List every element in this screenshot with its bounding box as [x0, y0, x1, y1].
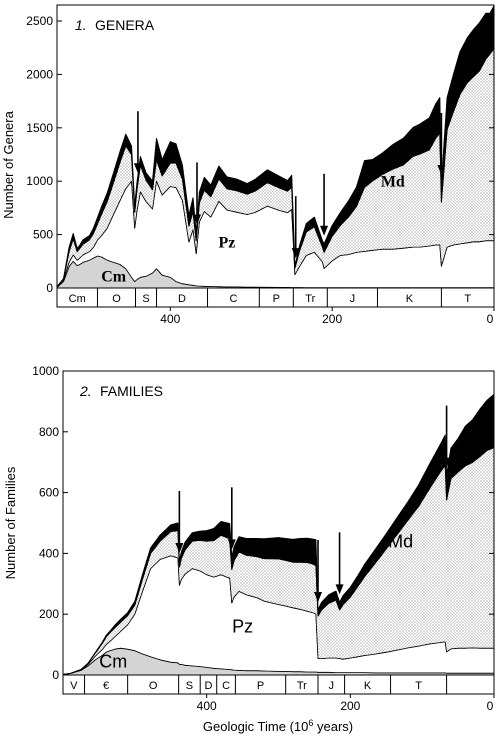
genera-fauna-label-md: Md: [381, 174, 405, 191]
genera-extinction-arrow: [133, 111, 142, 174]
genera-period-label: Cm: [69, 293, 86, 305]
genera-y-tick-label: 2000: [26, 67, 53, 81]
families-y-tick-label: 800: [39, 425, 59, 439]
families-x-tick-label: 400: [197, 699, 217, 713]
genera-y-tick-label: 0: [46, 281, 53, 295]
families-extinction-arrow: [335, 532, 344, 595]
genera-period-label: P: [273, 293, 280, 305]
families-fauna-label-pz: Pz: [232, 616, 253, 636]
families-area-layers: [62, 393, 495, 676]
genera-period-label: Tr: [305, 293, 315, 305]
families-period-label: D: [204, 680, 212, 692]
genera-extinction-arrow: [291, 196, 300, 259]
families-plot-frame: [62, 370, 495, 695]
genera-period-label: T: [464, 293, 471, 305]
families-period-label: Tr: [297, 680, 307, 692]
genera-y-tick-label: 1500: [26, 121, 53, 135]
families-extinction-arrows: [175, 405, 451, 602]
families-title: FAMILIES: [100, 383, 163, 399]
families-fauna-label-md: Md: [388, 531, 413, 551]
genera-fauna-label-pz: Pz: [219, 234, 236, 251]
families-period-label: S: [186, 680, 193, 692]
families-period-label: €: [103, 680, 109, 692]
families-extinction-arrow: [442, 405, 451, 468]
families-y-ticks: 0 200 400 600 800 1000: [32, 364, 494, 682]
families-x-tick-label: 200: [340, 699, 360, 713]
families-x-tick-label: 0: [487, 699, 494, 713]
families-extinction-arrow: [175, 491, 184, 553]
families-y-tick-label: 1000: [32, 364, 59, 378]
genera-extinction-arrow: [320, 173, 329, 236]
genera-x-tick-label: 200: [322, 312, 342, 326]
genera-y-tick-label: 1000: [26, 174, 53, 188]
genera-area-layers: [56, 5, 495, 289]
genera-y-tick-label: 500: [33, 228, 53, 242]
genera-period-label: S: [142, 293, 149, 305]
families-y-tick-label: 0: [52, 668, 59, 682]
families-extinction-arrow: [314, 539, 323, 602]
genera-x-ticks: 400 200 0: [160, 307, 495, 326]
families-period-label: C: [222, 680, 230, 692]
genera-period-label: D: [178, 293, 186, 305]
genera-period-label: K: [406, 293, 414, 305]
families-fauna-labels: Cm Pz Md: [99, 531, 413, 671]
families-panel: Number of Families 0 200 400 600 800 1000 400…: [3, 364, 495, 734]
families-period-label: V: [70, 680, 78, 692]
genera-period-label: O: [112, 293, 121, 305]
families-x-ticks: 400 200 0: [197, 694, 495, 713]
families-period-label: J: [329, 680, 335, 692]
families-extinction-arrow: [227, 487, 236, 550]
genera-title: GENERA: [95, 17, 155, 33]
families-ylabel: Number of Families: [3, 466, 18, 579]
families-period-label: O: [149, 680, 158, 692]
families-y-tick-label: 600: [39, 486, 59, 500]
genera-y-ticks: 0 500 1000 1500 2000 2500: [26, 14, 494, 295]
families-period-label: T: [415, 680, 422, 692]
genera-period-bar: Cm O S D C P Tr J K T: [57, 287, 494, 307]
genera-ylabel: Number of Genera: [1, 110, 16, 218]
families-period-label: P: [257, 680, 264, 692]
genera-period-label: J: [350, 293, 356, 305]
families-xlabel: Geologic Time (106 years): [203, 718, 353, 734]
families-period-label: K: [364, 680, 372, 692]
genera-period-label: C: [229, 293, 237, 305]
genera-x-tick-label: 400: [160, 312, 180, 326]
genera-extinction-arrow: [193, 162, 202, 225]
genera-fauna-label-cm: Cm: [101, 269, 127, 286]
families-y-tick-label: 200: [39, 607, 59, 621]
families-period-bar: V € O S D C P Tr J K T: [63, 674, 494, 694]
genera-extinction-arrows: [133, 111, 446, 259]
families-fauna-label-cm: Cm: [99, 651, 127, 671]
families-y-tick-label: 400: [39, 546, 59, 560]
genera-panel-number: 1.: [75, 17, 87, 33]
genera-x-tick-label: 0: [487, 312, 494, 326]
genera-plot-frame: [56, 4, 495, 308]
genera-extinction-arrow: [437, 113, 446, 176]
genera-fauna-labels: Cm Pz Md: [101, 174, 405, 286]
genera-y-tick-label: 2500: [26, 14, 53, 28]
families-panel-number: 2.: [79, 383, 92, 399]
